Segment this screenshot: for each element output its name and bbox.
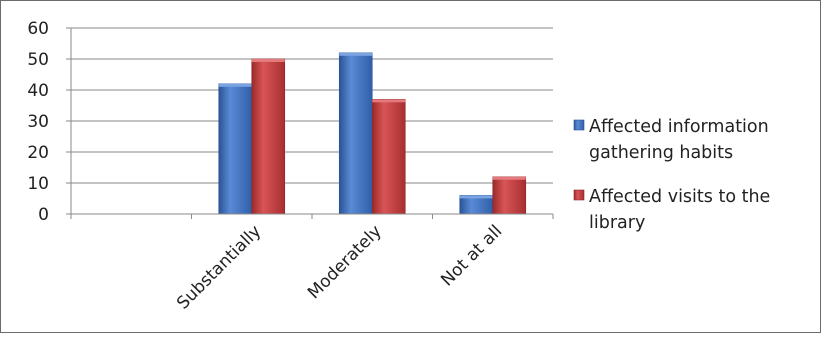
y-tick-label: 10: [27, 174, 49, 194]
bars: [218, 52, 527, 215]
legend-label: Affected information: [589, 117, 769, 137]
bar-top-highlight: [459, 195, 493, 199]
y-tick-label: 0: [38, 205, 49, 225]
y-tick-label: 60: [27, 19, 49, 39]
bar-library-visits: [492, 176, 527, 215]
bar-top-highlight: [218, 83, 252, 87]
legend-swatch-information-gathering: [573, 119, 585, 131]
y-tick-label: 20: [27, 143, 49, 163]
bar-top-highlight: [339, 52, 373, 56]
legend: Affected information gathering habits Affe…: [573, 117, 770, 233]
bar-top-highlight: [492, 176, 526, 180]
axes: 0 10 20 30 40 50 60 Substantially Moderately Not …: [27, 19, 554, 314]
bar-library-visits: [371, 99, 406, 215]
bar-top-highlight: [251, 59, 285, 62]
bar-information-gathering: [338, 52, 373, 215]
category-label: Not at all: [437, 221, 506, 290]
bar-library-visits: [251, 58, 286, 215]
y-tick-label: 30: [27, 112, 49, 132]
category-label: Moderately: [304, 221, 386, 303]
bar-information-gathering: [218, 83, 253, 215]
y-tick-label: 50: [27, 50, 49, 70]
legend-swatch-library-visits: [573, 189, 585, 201]
y-tick-label: 40: [27, 81, 49, 101]
bar-top-highlight: [372, 99, 406, 103]
legend-label: gathering habits: [589, 143, 733, 163]
category-label: Substantially: [173, 221, 265, 313]
legend-label: Affected visits to the: [589, 187, 770, 207]
gridlines: [71, 27, 553, 215]
legend-label: library: [589, 213, 645, 233]
bar-chart: 0 10 20 30 40 50 60 Substantially Moderately Not …: [27, 19, 770, 314]
